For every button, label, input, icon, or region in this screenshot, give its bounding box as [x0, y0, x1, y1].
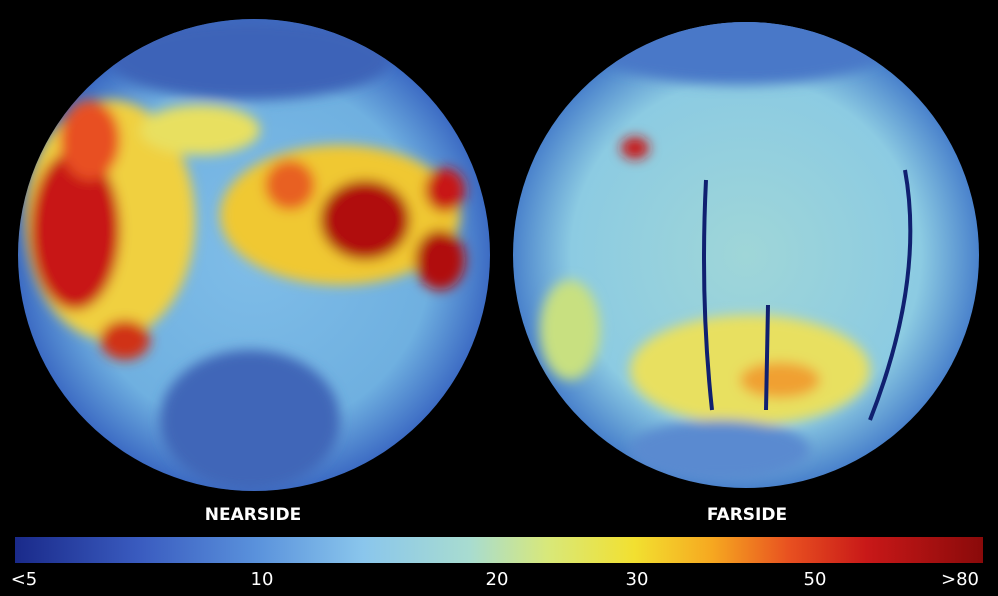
region	[621, 137, 649, 159]
farside-tracks	[702, 169, 913, 421]
nearside-features	[25, 20, 465, 490]
region	[630, 420, 810, 480]
region	[110, 20, 390, 100]
colorbar	[15, 537, 983, 563]
region	[540, 280, 600, 380]
region	[60, 100, 120, 180]
region	[140, 105, 260, 155]
region	[415, 230, 465, 290]
colorbar-tick-label: 20	[486, 569, 509, 590]
colorbar-tick-label: 50	[804, 569, 827, 590]
panel-label: NEARSIDE	[205, 505, 301, 525]
colorbar-tick-label: >80	[941, 569, 979, 590]
region	[425, 168, 465, 212]
panel-label: FARSIDE	[707, 505, 787, 525]
region	[590, 22, 890, 85]
region	[265, 160, 315, 210]
colorbar-tick-label: 30	[626, 569, 649, 590]
region	[320, 180, 410, 260]
track	[764, 304, 770, 411]
track	[868, 169, 913, 421]
colorbar-tick-label: 10	[251, 569, 274, 590]
region	[160, 350, 340, 490]
track	[702, 179, 714, 411]
colorbar-tick-label: <5	[11, 569, 38, 590]
region	[100, 320, 150, 360]
region	[740, 362, 820, 398]
region	[30, 150, 120, 310]
